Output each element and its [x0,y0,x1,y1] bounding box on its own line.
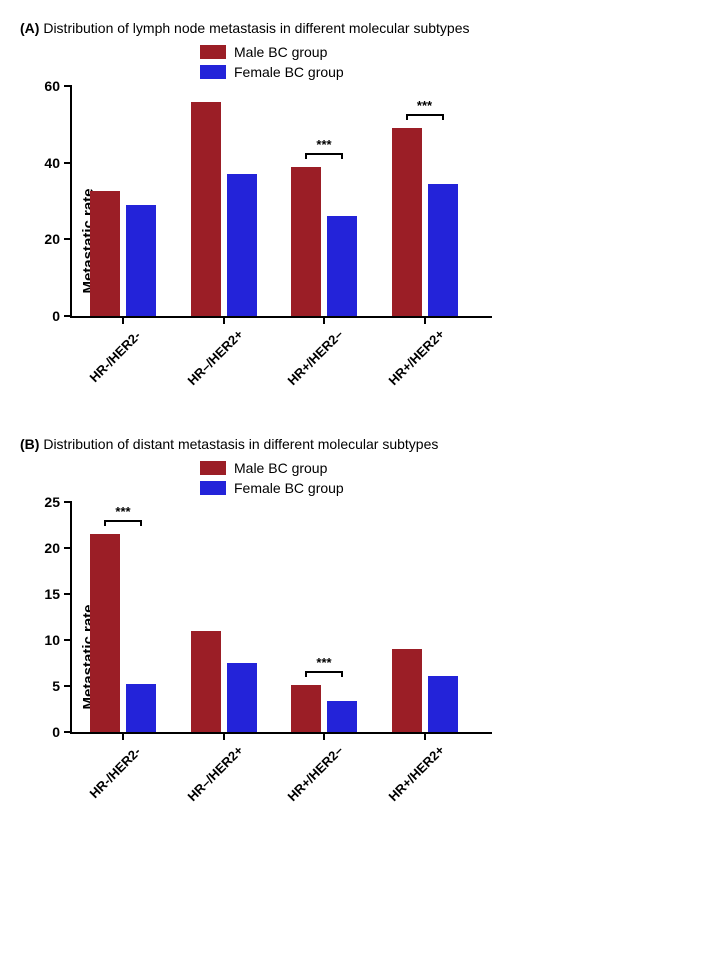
significance-line [306,671,342,673]
panel-a-title: (A) Distribution of lymph node metastasi… [20,20,689,36]
panel-b-plot: 0510152025HR-/HER2-HR–/HER2+HR+/HER2–HR+… [70,502,492,734]
legend-swatch-male-b [200,461,226,475]
ytick [64,315,72,317]
xlabel: HR-/HER2- [84,744,144,804]
legend-text-male: Male BC group [234,44,327,60]
bar [227,663,257,732]
legend-text-female: Female BC group [234,64,344,80]
ytick-label: 0 [52,308,60,324]
significance-line [105,520,141,522]
significance-tick [442,114,444,120]
bar [327,216,357,316]
significance-tick [341,153,343,159]
legend-row-female: Female BC group [200,64,689,80]
xtick [323,732,325,740]
significance-tick [140,520,142,526]
panel-a-chart: Metastatic rate 0204060HR-/HER2-HR–/HER2… [70,86,689,396]
significance-stars: *** [316,655,331,670]
bar [428,676,458,732]
bar [191,102,221,316]
xlabel: HR+/HER2+ [385,328,445,388]
ytick [64,85,72,87]
legend-swatch-female [200,65,226,79]
panel-a-plot: 0204060HR-/HER2-HR–/HER2+HR+/HER2–HR+/HE… [70,86,492,318]
legend-row-female-b: Female BC group [200,480,689,496]
ytick [64,547,72,549]
bar [392,649,422,732]
legend-swatch-female-b [200,481,226,495]
bar [291,685,321,732]
ytick-label: 25 [44,494,60,510]
xlabel: HR-/HER2- [84,328,144,388]
panel-a-caption: Distribution of lymph node metastasis in… [43,20,469,36]
ytick [64,238,72,240]
xlabel: HR+/HER2+ [385,744,445,804]
legend-row-male-b: Male BC group [200,460,689,476]
xlabel: HR+/HER2– [285,328,345,388]
legend-row-male: Male BC group [200,44,689,60]
xtick [122,316,124,324]
panel-b-chart: Metastatic rate 0510152025HR-/HER2-HR–/H… [70,502,689,812]
significance-stars: *** [316,137,331,152]
bar [126,684,156,732]
ytick [64,593,72,595]
ytick-label: 40 [44,155,60,171]
xlabel: HR+/HER2– [285,744,345,804]
bar [428,184,458,316]
ytick-label: 0 [52,724,60,740]
legend-text-female-b: Female BC group [234,480,344,496]
significance-tick [104,520,106,526]
significance-tick [341,671,343,677]
ytick [64,162,72,164]
bar [327,701,357,732]
legend-text-male-b: Male BC group [234,460,327,476]
ytick [64,685,72,687]
xtick [223,316,225,324]
bar [392,128,422,316]
significance-line [407,114,443,116]
xtick [323,316,325,324]
ytick-label: 10 [44,632,60,648]
panel-a-label: (A) [20,20,39,36]
bar [291,167,321,317]
significance-tick [406,114,408,120]
panel-b-label: (B) [20,436,39,452]
significance-stars: *** [417,98,432,113]
xlabel: HR–/HER2+ [184,744,244,804]
xtick [223,732,225,740]
legend-swatch-male [200,45,226,59]
panel-a-legend: Male BC group Female BC group [200,44,689,80]
significance-stars: *** [115,504,130,519]
ytick-label: 20 [44,231,60,247]
ytick-label: 15 [44,586,60,602]
xtick [424,316,426,324]
panel-b-caption: Distribution of distant metastasis in di… [43,436,438,452]
ytick-label: 5 [52,678,60,694]
xtick [122,732,124,740]
xlabel: HR–/HER2+ [184,328,244,388]
significance-tick [305,671,307,677]
panel-b-title: (B) Distribution of distant metastasis i… [20,436,689,452]
panel-b: (B) Distribution of distant metastasis i… [20,436,689,812]
panel-b-legend: Male BC group Female BC group [200,460,689,496]
xtick [424,732,426,740]
ytick [64,731,72,733]
bar [126,205,156,316]
ytick-label: 20 [44,540,60,556]
significance-line [306,153,342,155]
significance-tick [305,153,307,159]
ytick [64,501,72,503]
bar [90,534,120,732]
bar [191,631,221,732]
bar [227,174,257,316]
panel-a: (A) Distribution of lymph node metastasi… [20,20,689,396]
ytick-label: 60 [44,78,60,94]
bar [90,191,120,316]
ytick [64,639,72,641]
